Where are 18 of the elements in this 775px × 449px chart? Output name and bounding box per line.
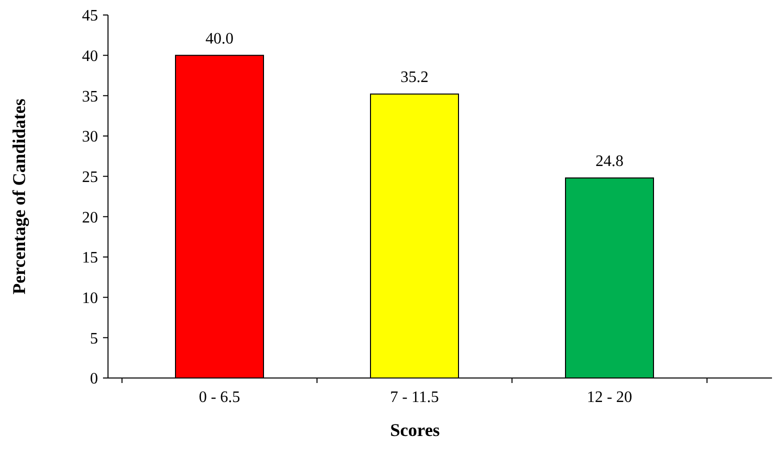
y-tick-label: 15	[82, 250, 98, 267]
data-label: 24.8	[596, 152, 624, 170]
y-tick-label: 10	[82, 290, 98, 307]
x-tick-label: 12 - 20	[586, 389, 632, 406]
x-axis-title: Scores	[390, 420, 440, 440]
data-label: 40.0	[206, 30, 234, 48]
y-tick-label: 5	[90, 330, 98, 348]
y-tick-label: 45	[82, 8, 98, 25]
x-tick-label: 7 - 11.5	[390, 389, 439, 406]
y-axis-title: Percentage of Candidates	[9, 98, 29, 294]
y-tick-label: 0	[90, 370, 98, 388]
x-tick-label: 0 - 6.5	[198, 389, 240, 406]
y-tick-label: 20	[82, 209, 98, 226]
y-tick-label: 25	[82, 168, 98, 186]
y-tick-label: 40	[82, 48, 98, 65]
y-tick-label: 30	[82, 128, 98, 146]
data-label: 35.2	[400, 69, 428, 86]
y-tick-label: 35	[82, 88, 98, 106]
